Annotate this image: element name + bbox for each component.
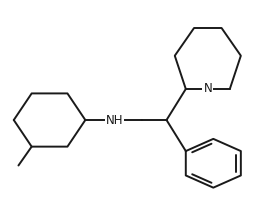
Text: NH: NH xyxy=(106,113,124,126)
Text: N: N xyxy=(203,83,212,96)
